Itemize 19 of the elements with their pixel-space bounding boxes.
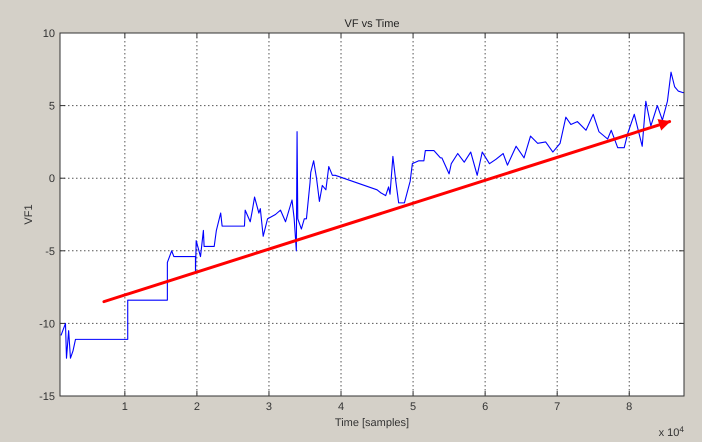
y-tick-label: 0 [48, 173, 55, 186]
x-tick-label: 7 [554, 401, 560, 413]
x-tick-label: 3 [266, 401, 272, 413]
y-tick-label: 5 [48, 100, 55, 113]
chart-title: VF vs Time [344, 18, 400, 30]
y-tick-label: -15 [39, 391, 55, 403]
line-series [60, 72, 685, 359]
x-tick-label: 1 [122, 401, 128, 413]
y-axis-title: VF1 [23, 204, 35, 225]
x-tick-label: 5 [410, 401, 416, 413]
y-tick-label: -10 [39, 318, 55, 330]
y-tick-label: 10 [42, 28, 55, 40]
x-tick-label: 4 [338, 401, 344, 413]
text: x 10$^{4}$ [658, 424, 684, 439]
x-axis-title: Time [samples] [334, 417, 410, 429]
x-tick-label: 8 [626, 401, 632, 413]
x-tick-label: 6 [482, 401, 488, 413]
x-tick-label: 2 [194, 401, 200, 413]
y-tick-label: -5 [45, 246, 55, 258]
